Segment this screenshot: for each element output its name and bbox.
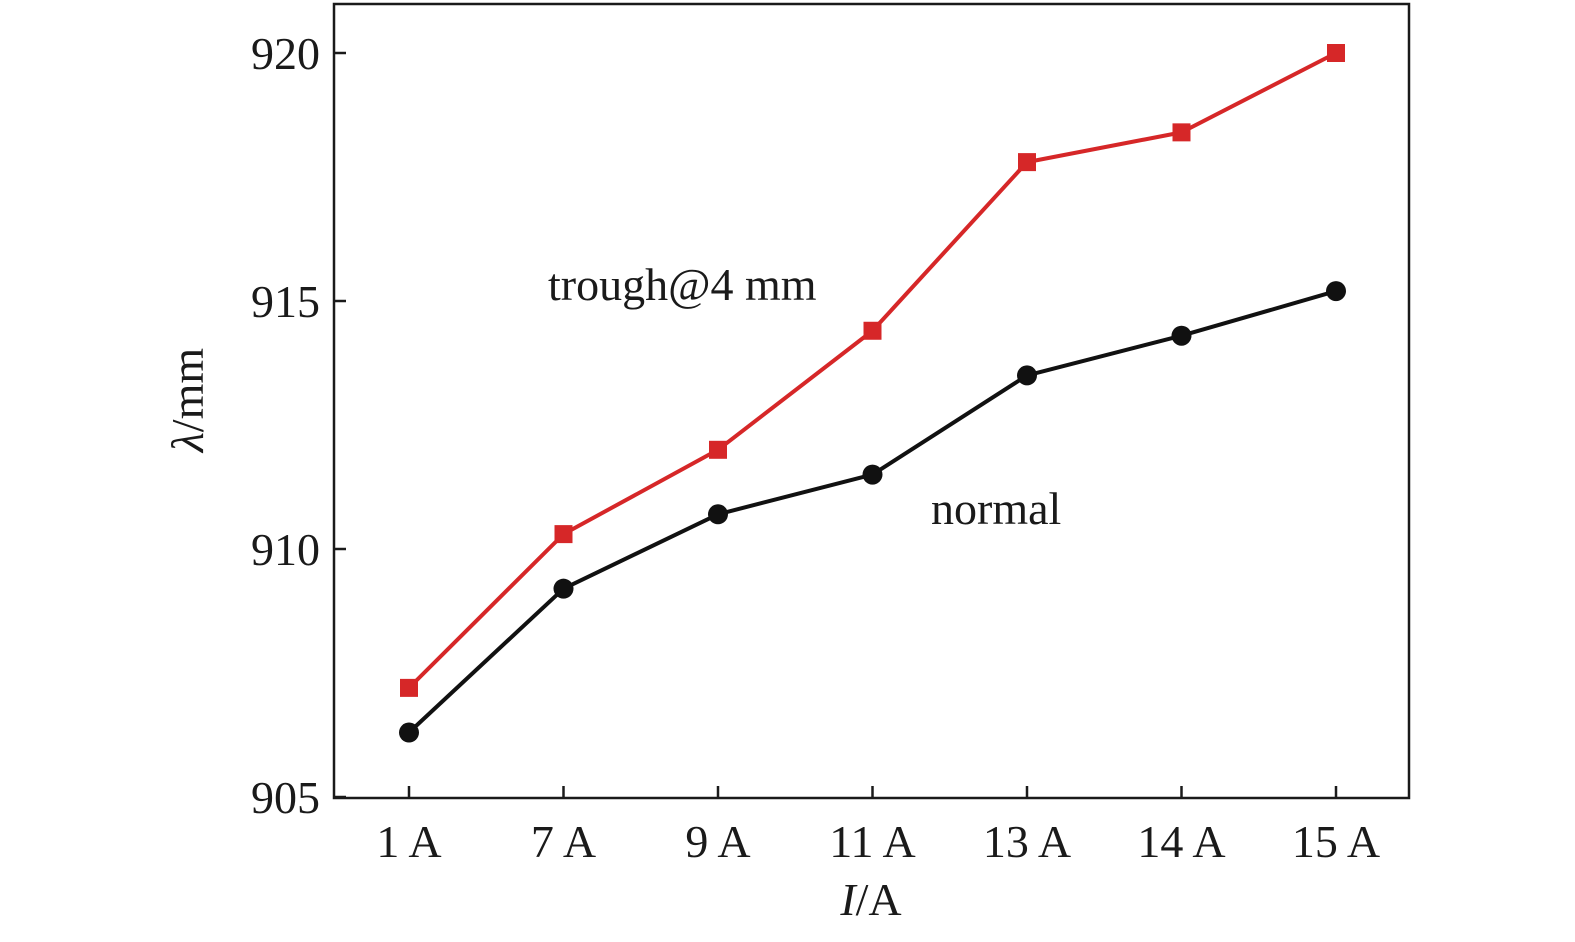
series-line bbox=[407, 289, 1337, 734]
y-tick-label: 910 bbox=[251, 524, 320, 575]
x-axis: 1 A 7 A 9 A 11 A 13 A 14 A 15 A bbox=[376, 786, 1380, 867]
data-point-circle bbox=[862, 464, 883, 485]
plot-frame bbox=[332, 2, 1411, 800]
data-point-circle bbox=[1171, 325, 1192, 346]
series-label-trough: trough@4 mm bbox=[548, 259, 817, 310]
x-axis-title: I/A bbox=[839, 874, 901, 925]
y-tick-label: 905 bbox=[251, 772, 320, 823]
data-point-square bbox=[1018, 153, 1036, 172]
data-point-circle bbox=[1017, 365, 1037, 386]
x-tick-label: 14 A bbox=[1137, 816, 1225, 867]
data-point-square bbox=[709, 440, 727, 459]
series-label-normal: normal bbox=[931, 483, 1061, 534]
series-normal bbox=[399, 281, 1346, 743]
series-layer bbox=[399, 44, 1346, 743]
x-tick-label: 1 A bbox=[376, 816, 441, 867]
series-trough bbox=[400, 44, 1345, 697]
y-tick-label: 915 bbox=[251, 276, 320, 327]
data-point-circle bbox=[553, 578, 574, 599]
x-tick-label: 15 A bbox=[1292, 816, 1380, 867]
x-tick-label: 9 A bbox=[685, 816, 750, 867]
y-axis-title: λ/mm bbox=[162, 348, 213, 454]
data-point-square bbox=[1172, 123, 1191, 142]
data-point-circle bbox=[1326, 281, 1346, 302]
x-tick-label: 13 A bbox=[983, 816, 1071, 867]
annotations: trough@4 mm normal bbox=[548, 259, 1061, 534]
x-tick-label: 11 A bbox=[829, 816, 915, 867]
y-axis: 905 910 915 920 bbox=[251, 28, 346, 823]
data-point-square bbox=[863, 321, 882, 340]
data-point-square bbox=[1327, 44, 1345, 62]
series-line bbox=[407, 51, 1337, 690]
data-point-circle bbox=[708, 504, 728, 525]
data-point-circle bbox=[399, 722, 419, 743]
x-tick-label: 7 A bbox=[531, 816, 596, 867]
y-tick-label: 920 bbox=[251, 28, 320, 79]
data-point-square bbox=[554, 525, 573, 544]
data-point-square bbox=[400, 678, 418, 697]
